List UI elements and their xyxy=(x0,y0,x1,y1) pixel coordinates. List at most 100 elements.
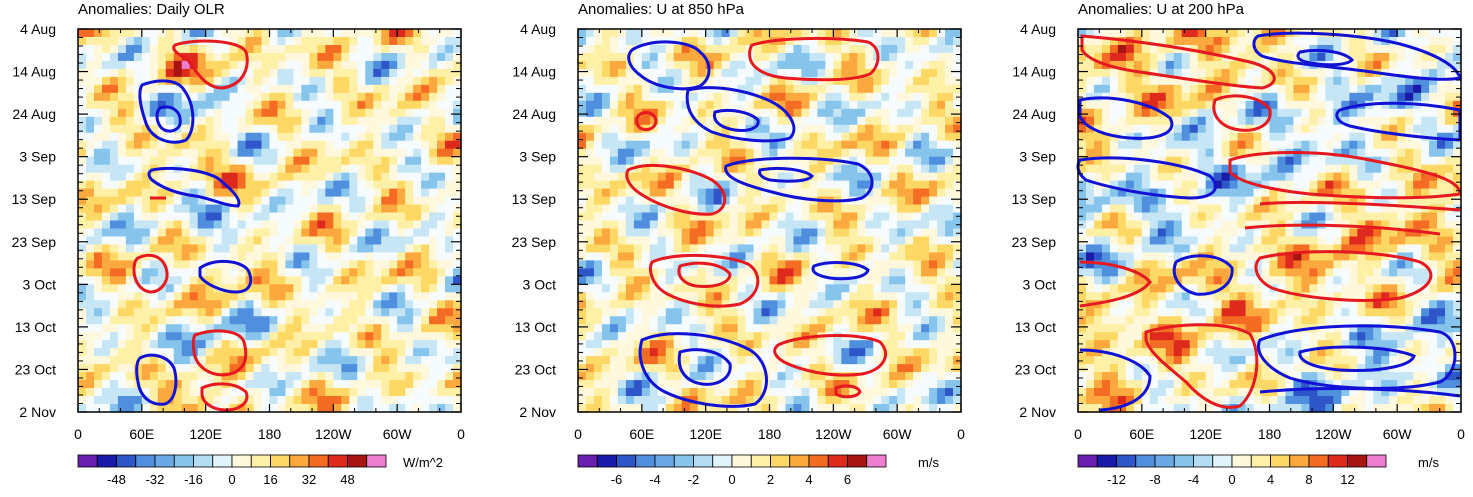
heat-cell xyxy=(713,380,723,389)
heat-cell xyxy=(657,252,667,261)
heat-cell xyxy=(945,292,954,301)
heat-cell xyxy=(801,212,810,222)
heat-cell xyxy=(197,284,207,293)
heat-cell xyxy=(761,396,771,405)
heat-cell xyxy=(753,140,763,150)
heat-cell xyxy=(897,380,906,389)
heat-cell xyxy=(945,220,954,230)
heat-cell xyxy=(817,156,826,166)
heat-cell xyxy=(617,76,627,86)
heat-cell xyxy=(578,124,587,134)
heat-cell xyxy=(897,316,906,325)
heat-cell xyxy=(157,228,167,238)
heat-cell xyxy=(681,388,691,397)
heat-cell xyxy=(801,44,810,54)
heat-cell xyxy=(913,116,922,126)
heat-cell xyxy=(149,316,159,325)
heat-cell xyxy=(617,140,627,150)
heat-cell xyxy=(601,36,611,46)
heat-cell xyxy=(657,60,667,70)
heat-cell xyxy=(381,356,390,365)
heat-cell xyxy=(841,36,850,46)
heat-cell xyxy=(617,36,627,46)
heat-cell xyxy=(149,188,159,198)
colorbar-box xyxy=(770,454,791,468)
heat-cell xyxy=(221,84,231,94)
heat-cell xyxy=(309,292,318,301)
heat-cell xyxy=(93,340,103,349)
heat-cell xyxy=(429,348,438,357)
heat-cell xyxy=(793,388,803,397)
heat-cell xyxy=(205,388,215,397)
heat-cell xyxy=(665,148,675,158)
heat-cell xyxy=(705,204,715,214)
heat-cell xyxy=(253,380,263,389)
heat-cell xyxy=(245,260,255,269)
heat-cell xyxy=(777,108,787,118)
heat-cell xyxy=(929,260,938,269)
heat-cell xyxy=(601,44,611,54)
heat-cell xyxy=(921,268,930,277)
heat-cell xyxy=(293,260,303,269)
heat-cell xyxy=(317,252,326,261)
heat-cell xyxy=(365,356,374,365)
heat-cell xyxy=(649,212,659,222)
heat-cell xyxy=(405,140,414,150)
heat-cell xyxy=(325,396,334,405)
heat-cell xyxy=(237,404,247,413)
heat-cell xyxy=(413,196,422,206)
heat-cell xyxy=(705,172,715,182)
heat-cell xyxy=(873,124,882,134)
heat-cell xyxy=(881,156,890,166)
heat-cell xyxy=(253,52,263,62)
heat-cell xyxy=(205,60,215,70)
heat-cell xyxy=(578,252,587,261)
heat-cell xyxy=(125,188,135,198)
heat-cell xyxy=(141,244,151,254)
heat-cell xyxy=(713,156,723,166)
heat-cell xyxy=(578,260,587,269)
heat-cell xyxy=(85,132,95,142)
heat-cell xyxy=(897,332,906,341)
heat-cell xyxy=(953,180,962,190)
heat-cell xyxy=(261,84,271,94)
heat-cell xyxy=(937,164,946,174)
heat-cell xyxy=(681,348,691,357)
heat-cell xyxy=(729,268,739,277)
heat-cell xyxy=(333,29,342,38)
heat-cell xyxy=(745,172,755,182)
heat-cell xyxy=(157,252,167,261)
heat-cell xyxy=(785,340,795,349)
heat-cell xyxy=(849,44,858,54)
heat-cell xyxy=(761,76,771,86)
heat-cell xyxy=(745,204,755,214)
heat-cell xyxy=(101,172,111,182)
heat-cell xyxy=(641,188,651,198)
heat-cell xyxy=(609,84,619,94)
heat-cell xyxy=(585,244,595,254)
heat-cell xyxy=(173,36,183,46)
heat-cell xyxy=(601,196,611,206)
heat-cell xyxy=(625,356,635,365)
heat-cell xyxy=(397,228,406,238)
heat-cell xyxy=(253,100,263,110)
heat-cell xyxy=(681,332,691,341)
heat-cell xyxy=(117,332,127,341)
heat-cell xyxy=(165,204,175,214)
heat-cell xyxy=(125,148,135,158)
heat-cell xyxy=(633,212,643,222)
heat-cell xyxy=(721,348,731,357)
heat-cell xyxy=(609,292,619,301)
heat-cell xyxy=(253,140,263,150)
heat-cell xyxy=(173,260,183,269)
heat-cell xyxy=(189,212,199,222)
heat-cell xyxy=(101,196,111,206)
heat-cell xyxy=(237,324,247,333)
heat-cell xyxy=(817,188,826,198)
heat-cell xyxy=(857,244,866,254)
heat-cell xyxy=(109,164,119,174)
heat-cell xyxy=(117,100,127,110)
panel-u850-units: m/s xyxy=(918,455,939,470)
heat-cell xyxy=(625,204,635,214)
heat-cell xyxy=(1078,60,1087,70)
